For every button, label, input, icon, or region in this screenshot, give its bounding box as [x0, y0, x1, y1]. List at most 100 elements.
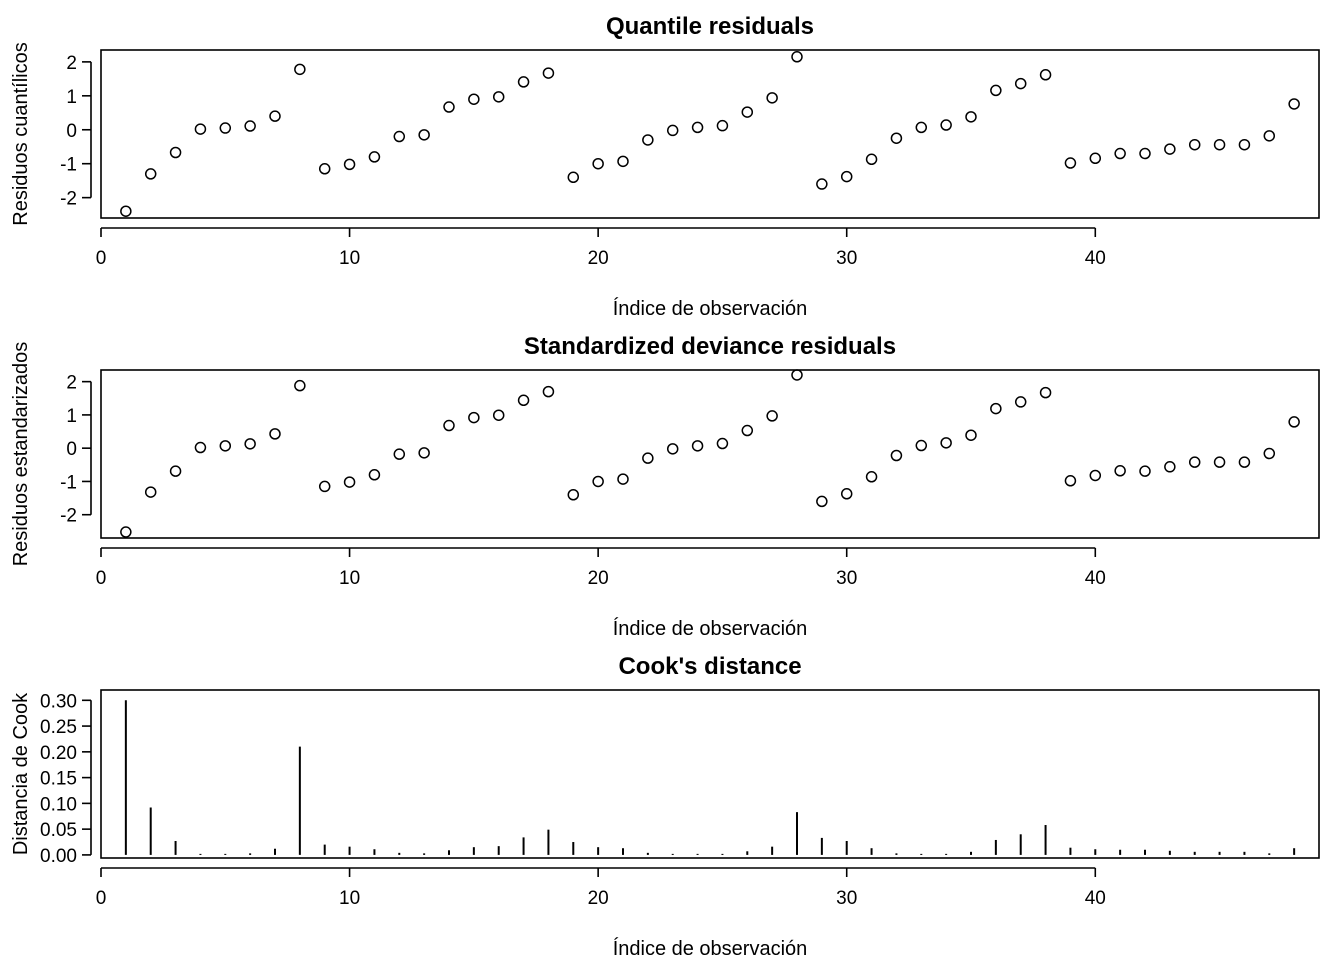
data-point — [1238, 456, 1251, 468]
data-point — [542, 67, 555, 79]
data-point — [766, 410, 778, 422]
x-tick-label: 30 — [836, 888, 857, 909]
data-point — [492, 409, 505, 421]
chart-panel-3: Cook's distance 0 10 20 30 40 Índice de observ… — [10, 653, 1320, 960]
x-tick-label: 40 — [1085, 568, 1106, 589]
data-point — [368, 469, 381, 481]
chart-title: Quantile residuals — [606, 13, 814, 40]
data-point — [915, 439, 928, 452]
y-tick-label: -1 — [60, 155, 77, 176]
x-axis-label: Índice de observación — [613, 297, 808, 320]
data-point — [865, 153, 878, 166]
x-tick-label: 0 — [96, 568, 107, 589]
y-tick-label: 0.20 — [40, 743, 77, 764]
data-point — [1114, 147, 1126, 160]
data-point — [144, 486, 157, 498]
data-point — [642, 452, 654, 464]
x-axis-label: Índice de observación — [613, 937, 808, 960]
y-tick-label: 1 — [66, 406, 77, 427]
y-tick-label: 0.10 — [40, 794, 77, 815]
data-point — [492, 91, 505, 103]
y-tick-label: 0.15 — [40, 769, 77, 790]
data-point — [816, 495, 828, 508]
y-axis-label: Residuos estandarizados — [10, 342, 32, 567]
data-point — [1089, 469, 1102, 482]
data-point — [691, 440, 704, 452]
data-point — [1263, 130, 1276, 142]
data-point — [219, 122, 232, 134]
x-axis-label: Índice de observación — [613, 617, 808, 640]
x-tick-label: 20 — [588, 888, 609, 909]
y-tick-label: 0 — [66, 121, 77, 142]
data-point — [219, 440, 232, 452]
data-point — [716, 119, 729, 132]
data-point — [443, 419, 455, 432]
data-point — [318, 163, 331, 175]
data-point — [269, 110, 281, 122]
data-point — [169, 465, 182, 477]
data-point — [1213, 138, 1226, 151]
data-point — [1039, 69, 1052, 81]
data-point — [567, 171, 580, 184]
data-point — [840, 170, 853, 183]
data-point — [1164, 143, 1176, 155]
data-point — [766, 92, 778, 104]
data-point — [368, 151, 381, 163]
data-point — [468, 411, 480, 424]
x-tick-label: 30 — [836, 248, 857, 269]
data-point — [418, 129, 430, 141]
x-tick-label: 40 — [1085, 248, 1106, 269]
data-point — [741, 424, 754, 437]
y-tick-label: 2 — [66, 373, 77, 394]
data-point — [194, 441, 207, 454]
data-point — [1039, 386, 1052, 399]
data-point — [1188, 138, 1201, 151]
data-point — [1238, 138, 1251, 151]
data-point — [791, 369, 803, 381]
data-point — [1139, 465, 1151, 477]
data-point — [542, 385, 555, 398]
chart-title: Cook's distance — [618, 653, 801, 680]
data-point — [990, 402, 1002, 415]
data-point — [592, 157, 604, 170]
data-point — [169, 146, 182, 159]
chart-title: Standardized deviance residuals — [524, 333, 896, 360]
x-tick-label: 40 — [1085, 888, 1106, 909]
data-point — [791, 51, 803, 63]
data-point — [1263, 447, 1276, 460]
x-tick-label: 10 — [339, 568, 360, 589]
data-point — [1014, 77, 1027, 90]
data-point — [890, 449, 903, 462]
data-point — [318, 480, 331, 493]
data-point — [269, 428, 281, 440]
y-tick-label: -1 — [60, 472, 77, 493]
data-point — [120, 526, 132, 538]
x-tick-label: 0 — [96, 888, 107, 909]
data-point — [567, 489, 580, 501]
data-point — [244, 120, 256, 132]
data-point — [443, 101, 455, 113]
data-point — [343, 476, 356, 488]
data-point — [840, 488, 853, 500]
plot-frame — [100, 369, 1320, 539]
data-point — [990, 84, 1002, 97]
data-point — [294, 379, 306, 392]
data-point — [865, 471, 878, 483]
y-tick-label: 0 — [66, 439, 77, 460]
data-point — [1064, 157, 1077, 169]
data-point — [1114, 465, 1126, 477]
data-point — [294, 63, 306, 76]
x-tick-label: 0 — [96, 248, 107, 269]
data-point — [194, 123, 207, 135]
data-point — [642, 134, 654, 146]
data-point — [741, 106, 754, 118]
y-tick-label: 0.25 — [40, 717, 77, 738]
data-point — [1288, 98, 1300, 110]
data-point — [592, 475, 604, 488]
x-tick-label: 30 — [836, 568, 857, 589]
data-point — [816, 178, 828, 190]
data-point — [244, 438, 256, 450]
plot-frame — [100, 689, 1320, 859]
